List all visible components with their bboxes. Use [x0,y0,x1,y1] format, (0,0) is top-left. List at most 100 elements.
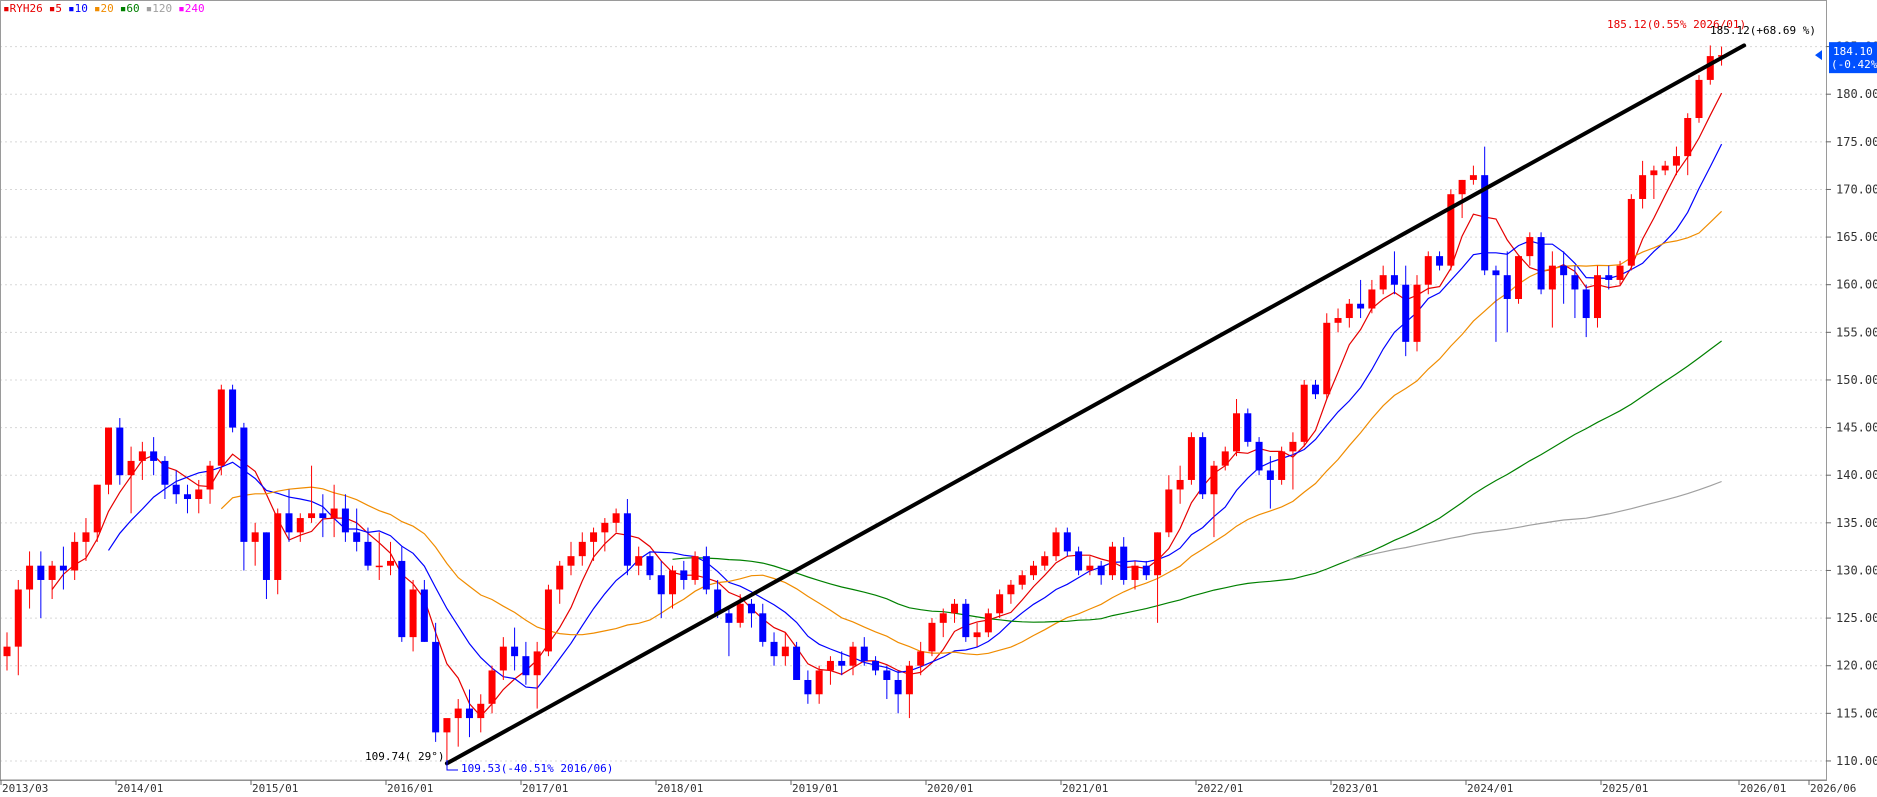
y-tick-label: 155.00 [1836,325,1877,339]
candle-body [387,560,395,566]
candle-body [556,565,564,590]
candle-body [443,718,451,733]
candle-down [962,599,970,642]
x-tick-label: 2017/01 [522,782,568,793]
candle-down [1255,437,1263,476]
candle-body [1187,437,1195,480]
candle-down [522,641,530,685]
candle-body [883,670,891,680]
candle-up [1041,551,1049,571]
candle-up [1165,475,1173,538]
candle-body [341,508,349,533]
candle-up [71,532,79,580]
candle-down [319,494,327,538]
ma5-line [51,92,1723,718]
candle-up [1379,265,1387,295]
candle-body [1650,170,1658,176]
candle-body [274,513,282,580]
candle-down [1492,265,1500,342]
candle-down [37,551,45,619]
candle-down [285,489,293,542]
candle-body [251,532,259,542]
candle-up [1131,560,1139,590]
candle-body [544,589,552,652]
candle-body [1582,289,1590,319]
y-tick-label: 130.00 [1836,563,1877,577]
x-tick-label: 2018/01 [657,782,703,793]
candle-body [48,565,56,580]
candle-body [1311,384,1319,395]
candle-down [1063,527,1071,557]
candle-up [477,694,485,733]
candle-body [1379,275,1387,290]
candle-body [1244,413,1252,442]
candle-up [1233,399,1241,457]
candle-up [48,560,56,600]
candle-down [657,560,665,619]
candle-down [770,632,778,666]
candle-body [939,613,947,623]
candle-body [240,427,248,542]
candle-body [1120,546,1128,580]
candle-body [804,679,812,695]
candle-body [14,589,22,647]
candle-up [826,656,834,685]
candle-body [229,389,237,428]
candle-up [1616,260,1624,285]
candle-down [116,418,124,485]
candle-body [1402,284,1410,342]
candle-body [1221,451,1229,466]
annotation-layer: 185.12(0.55% 2026/01)185.12(+68.69 %) 109… [365,18,1877,775]
candle-body [93,484,101,533]
candle-body [984,613,992,633]
candle-down [1142,560,1150,580]
low-price-label: 109.53(-40.51% 2016/06) [461,762,613,775]
candle-down [364,527,372,571]
candle-body [1086,565,1094,571]
candle-body [815,670,823,695]
ma120-line [1349,480,1722,561]
candle-up [590,527,598,561]
candle-up [195,479,203,514]
candle-body [82,532,90,542]
candle-up [1018,570,1026,590]
candle-body [725,613,733,623]
candle-up [973,622,981,647]
candle-down [1244,408,1252,447]
candle-up [544,584,552,657]
candle-body [770,641,778,657]
candle-body [1041,556,1049,566]
candle-body [973,632,981,638]
candle-body [1323,322,1331,395]
candle-up [849,641,857,676]
candle-body [646,556,654,576]
candle-down [353,508,361,552]
candle-up [1650,165,1658,199]
candle-body [1300,384,1308,442]
candles-layer [3,45,1726,766]
candle-up [308,465,316,523]
candle-up [93,484,101,542]
candle-body [702,556,710,590]
legend-ma240: ▪240 [178,2,205,15]
candle-body [1706,56,1714,80]
x-tick-label: 2024/01 [1467,782,1513,793]
candle-up [1323,313,1331,399]
low-pointer [446,760,458,771]
y-tick-label: 140.00 [1836,468,1877,482]
candle-body [1458,179,1466,195]
candle-body [477,703,485,719]
candle-body [1154,532,1162,576]
candle-body [1018,575,1026,585]
candle-body [747,603,755,614]
legend-symbol: ▪RYH26 [3,2,43,15]
last-price-change: (-0.42%) [1831,58,1877,71]
candle-body [409,589,417,638]
x-tick-label: 2020/01 [927,782,973,793]
candle-body [1616,265,1624,280]
candle-up [454,699,462,747]
candle-body [330,508,338,519]
x-tick-label: 2014/01 [117,782,163,793]
candle-up [1469,165,1477,185]
